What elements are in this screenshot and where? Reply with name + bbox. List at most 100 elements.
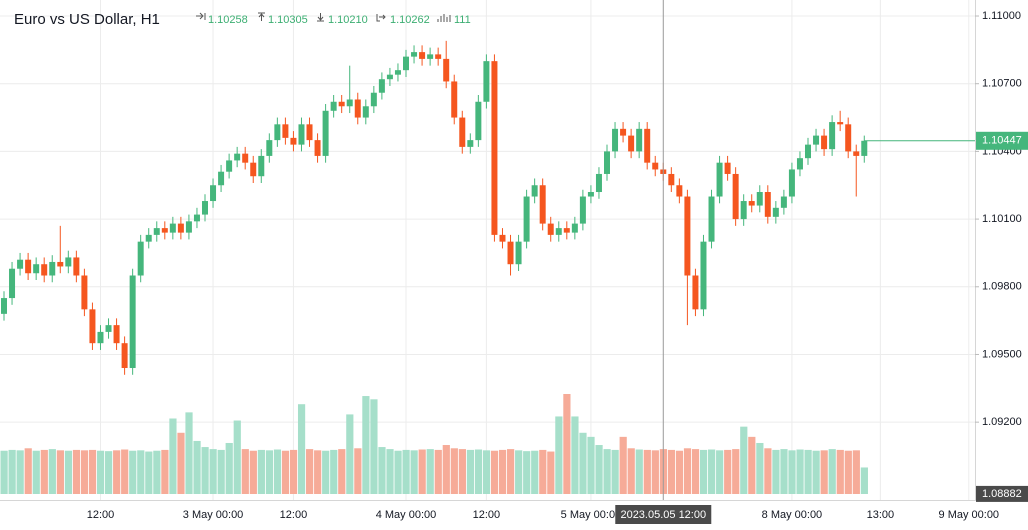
low-icon	[317, 13, 324, 22]
x-tick-label: 13:00	[867, 509, 895, 521]
candle-body	[716, 162, 723, 197]
volume-bar	[458, 449, 466, 494]
candle-body	[732, 173, 739, 220]
volume-bar	[137, 450, 145, 494]
candle-body	[65, 257, 72, 267]
x-tick-label: 12:00	[473, 509, 501, 521]
overlay: 2023.05.05 12:00 1.10447 1.08882	[615, 0, 1028, 524]
volume-bar	[804, 449, 812, 494]
candle-body	[515, 241, 522, 265]
candle-body	[290, 137, 297, 145]
candle-body	[202, 201, 208, 215]
candle-body	[242, 153, 249, 163]
candle-body	[129, 275, 136, 369]
candle-body	[708, 196, 715, 242]
volume-bar	[257, 449, 265, 494]
candle-body	[105, 325, 112, 332]
candle-body	[250, 162, 257, 177]
volume-bar	[547, 451, 555, 494]
volume-bar	[185, 412, 193, 494]
volume-bar	[40, 449, 48, 494]
volume-bar	[64, 450, 73, 494]
volume-bar	[579, 432, 587, 494]
volume-bar	[675, 450, 684, 494]
open-icon	[196, 12, 206, 20]
candle-body	[113, 325, 120, 344]
volume-bar	[177, 432, 185, 494]
y-tick-label: 1.10100	[982, 213, 1022, 225]
volume-bar	[169, 418, 177, 494]
candle-body	[338, 101, 345, 107]
candle-body	[386, 74, 393, 80]
y-tick-label: 1.09500	[982, 348, 1022, 360]
candle-body	[210, 185, 217, 202]
candle-body	[234, 153, 241, 161]
volume-bar	[780, 449, 788, 494]
candle-body	[435, 54, 442, 59]
volume-bar	[482, 450, 491, 494]
low-value: 1.10210	[328, 14, 368, 26]
candles	[1, 40, 868, 375]
volume-bar	[249, 450, 257, 494]
volume-bar	[96, 450, 105, 494]
candle-body	[724, 162, 731, 174]
volume-bar	[153, 450, 161, 494]
candle-body	[25, 259, 32, 274]
volume-bar	[724, 449, 732, 494]
candle-body	[636, 128, 643, 152]
volume-bar	[667, 449, 676, 494]
volume-bar	[72, 449, 81, 494]
candle-body	[595, 173, 602, 193]
volume-bar	[860, 467, 868, 494]
volume-bar	[88, 449, 97, 494]
high-icon	[258, 12, 265, 21]
volume-bar	[241, 449, 249, 494]
candle-body	[853, 151, 860, 156]
volume-bar	[539, 449, 547, 494]
volume-bar	[370, 399, 378, 494]
volume-bar	[217, 449, 225, 494]
volume-bar	[394, 450, 402, 494]
volume-bar	[297, 404, 306, 494]
candle-body	[861, 140, 868, 156]
volume-bar	[699, 449, 708, 494]
volume-bar	[507, 449, 515, 494]
candle-body	[218, 171, 225, 186]
volume-bar	[330, 449, 338, 494]
volume-bar	[322, 450, 330, 494]
candle-body	[571, 223, 578, 233]
volume-bar	[80, 450, 89, 494]
volume-bar	[820, 450, 828, 494]
volume-bar	[603, 449, 611, 494]
candle-body	[33, 264, 40, 274]
candle-body	[652, 162, 659, 170]
candle-body	[145, 234, 152, 242]
candle-body	[258, 155, 265, 177]
candle-body	[772, 207, 779, 217]
candle-body	[467, 140, 474, 147]
volume-bar	[16, 450, 24, 494]
candle-body	[523, 196, 530, 242]
volume-bar	[402, 449, 410, 494]
volume-bar	[691, 449, 700, 494]
candle-body	[403, 56, 409, 71]
candle-body	[411, 52, 418, 57]
volume-bar	[531, 450, 539, 494]
volume-bar	[515, 450, 523, 494]
volume-icon	[437, 14, 451, 22]
candle-body	[306, 124, 313, 141]
candle-body	[153, 228, 160, 235]
candle-body	[700, 241, 707, 310]
candle-body	[451, 81, 458, 118]
x-tick-label: 5 May 00:00	[561, 509, 622, 521]
volume-bar	[56, 450, 64, 494]
volume-bar	[466, 449, 475, 494]
candle-body	[282, 124, 289, 138]
candle-body	[161, 228, 168, 233]
candle-body	[394, 70, 401, 75]
volume-bar	[595, 445, 603, 494]
candle-body	[346, 99, 353, 107]
candle-body	[491, 61, 498, 235]
candle-body	[73, 257, 80, 276]
candle-body	[539, 185, 546, 224]
